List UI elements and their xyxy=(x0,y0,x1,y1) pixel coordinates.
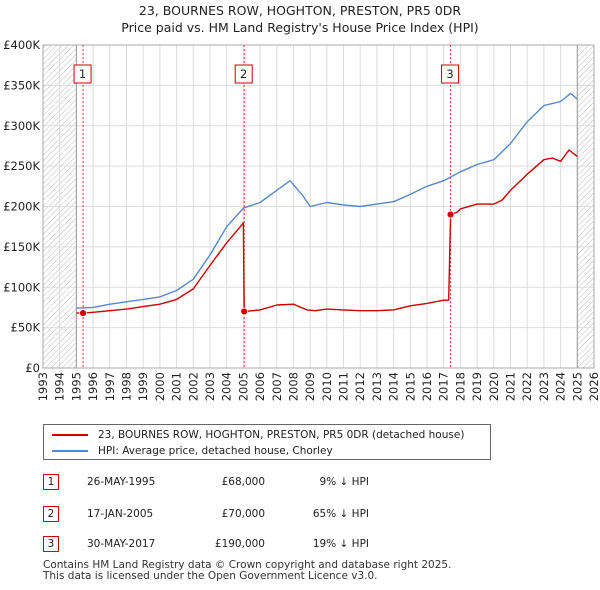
x-tick-label: 2019 xyxy=(470,372,484,401)
x-tick-label: 2003 xyxy=(203,372,217,401)
sale-price: £190,000 xyxy=(214,538,265,550)
sale-3-label: 3 xyxy=(446,67,453,81)
sale-row-2: 2 17-JAN-2005 £70,000 65% ↓ HPI xyxy=(43,506,443,524)
legend-label-property: 23, BOURNES ROW, HOGHTON, PRESTON, PR5 0… xyxy=(98,428,465,441)
y-tick-label: £300K xyxy=(3,119,40,133)
x-tick-label: 2001 xyxy=(170,372,184,401)
x-tick-label: 2018 xyxy=(453,372,467,401)
sale-date: 17-JAN-2005 xyxy=(87,508,154,520)
sale-1-label-box xyxy=(73,64,92,84)
y-tick-label: £200K xyxy=(3,200,40,214)
y-tick-label: £250K xyxy=(3,159,40,173)
legend-label-hpi: HPI: Average price, detached house, Chor… xyxy=(98,444,333,457)
x-tick-label: 2020 xyxy=(487,372,501,401)
x-tick-label: 2022 xyxy=(520,372,534,401)
y-tick-label: £400K xyxy=(3,38,40,52)
footer-copyright: Contains HM Land Registry data © Crown c… xyxy=(43,559,452,571)
y-tick-label: £100K xyxy=(3,280,40,294)
sale-row-1: 1 26-MAY-1995 £68,000 9% ↓ HPI xyxy=(43,474,443,492)
y-tick-label: £350K xyxy=(3,78,40,92)
x-tick-label: 2009 xyxy=(303,372,317,401)
x-tick-label: 2014 xyxy=(387,372,401,401)
footer: Contains HM Land Registry data © Crown c… xyxy=(43,560,451,582)
property-price-line xyxy=(76,149,578,314)
sale-3-point xyxy=(446,210,455,219)
legend-swatch-hpi xyxy=(52,449,88,452)
x-tick-label: 2026 xyxy=(587,372,600,401)
sale-2-label-box xyxy=(234,64,253,84)
sale-hpi-diff: 9% ↓ HPI xyxy=(319,476,369,488)
x-tick-label: 2021 xyxy=(504,372,518,401)
sale-row-3: 3 30-MAY-2017 £190,000 19% ↓ HPI xyxy=(43,536,443,554)
sale-date: 26-MAY-1995 xyxy=(87,476,156,488)
x-tick-label: 2002 xyxy=(186,372,200,401)
sale-date: 30-MAY-2017 xyxy=(87,538,156,550)
x-tick-label: 2023 xyxy=(537,372,551,401)
plot-area: £0 £50K £100K £150K £200K £250K £300K £350K £400… xyxy=(3,38,600,401)
sale-2-label: 2 xyxy=(240,67,247,81)
sale-3-label-box xyxy=(441,64,460,84)
y-tick-label: £0 xyxy=(25,361,40,375)
x-tick-label: 1998 xyxy=(119,372,133,401)
x-tick-label: 2010 xyxy=(320,372,334,401)
sale-hpi-diff: 65% ↓ HPI xyxy=(312,508,369,520)
plot-border xyxy=(42,44,595,369)
x-tick-label: 2006 xyxy=(253,372,267,401)
chart-title-block: 23, BOURNES ROW, HOGHTON, PRESTON, PR5 0… xyxy=(0,2,600,36)
sale-number: 1 xyxy=(43,474,59,490)
hpi-line xyxy=(76,92,578,309)
x-tick-label: 1996 xyxy=(86,372,100,401)
sale-number: 3 xyxy=(43,536,59,552)
chart-title: 23, BOURNES ROW, HOGHTON, PRESTON, PR5 0… xyxy=(138,3,462,18)
x-tick-label: 1995 xyxy=(69,372,83,401)
x-tick-label: 2017 xyxy=(437,372,451,401)
x-tick-label: 1997 xyxy=(103,372,117,401)
legend-swatch-property xyxy=(52,433,88,436)
sale-price: £70,000 xyxy=(221,508,265,520)
x-tick-label: 1999 xyxy=(136,372,150,401)
x-tick-label: 2011 xyxy=(337,372,351,401)
sale-1-label: 1 xyxy=(79,67,86,81)
x-tick-label: 2012 xyxy=(353,372,367,401)
y-tick-label: £150K xyxy=(3,240,40,254)
x-tick-label: 2005 xyxy=(236,372,250,401)
sale-number: 2 xyxy=(43,506,59,522)
x-tick-label: 1993 xyxy=(36,372,50,401)
x-tick-label: 1994 xyxy=(53,372,67,401)
legend: 23, BOURNES ROW, HOGHTON, PRESTON, PR5 0… xyxy=(43,424,491,460)
sale-hpi-diff: 19% ↓ HPI xyxy=(312,538,369,550)
sale-price: £68,000 xyxy=(221,476,265,488)
x-tick-label: 2008 xyxy=(286,372,300,401)
x-tick-label: 2024 xyxy=(554,372,568,401)
x-tick-label: 2013 xyxy=(370,372,384,401)
x-tick-label: 2016 xyxy=(420,372,434,401)
footer-licence: This data is licensed under the Open Gov… xyxy=(43,570,378,582)
x-tick-label: 2025 xyxy=(570,372,584,401)
x-tick-label: 2004 xyxy=(220,372,234,401)
y-tick-label: £50K xyxy=(11,321,41,335)
x-tick-label: 2007 xyxy=(270,372,284,401)
x-tick-label: 2015 xyxy=(403,372,417,401)
sale-1-point xyxy=(79,309,87,317)
sale-2-point xyxy=(240,307,249,316)
x-tick-label: 2000 xyxy=(153,372,167,401)
legend-item-hpi: HPI: Average price, detached house, Chor… xyxy=(52,443,333,458)
chart-subtitle: Price paid vs. HM Land Registry's House … xyxy=(121,20,479,35)
price-chart: £0 £50K £100K £150K £200K £250K £300K £350K £400… xyxy=(3,38,600,401)
legend-item-property: 23, BOURNES ROW, HOGHTON, PRESTON, PR5 0… xyxy=(52,427,464,442)
